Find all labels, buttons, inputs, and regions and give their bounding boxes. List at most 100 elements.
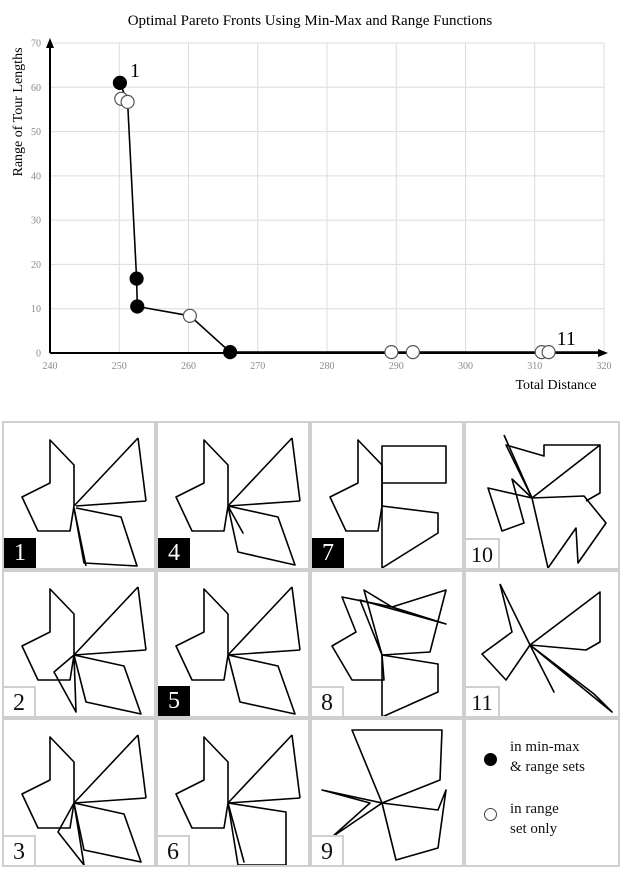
- chart-points: [112, 75, 556, 360]
- tour-route: [227, 654, 296, 715]
- tour-cell-4: 4: [156, 421, 310, 570]
- tour-route: [481, 583, 531, 681]
- tour-cell-7: 7: [310, 421, 464, 570]
- tour-route: [499, 583, 601, 651]
- tour-number-badge: 3: [4, 835, 36, 865]
- tour-route: [227, 802, 287, 865]
- tour-cell-2: 2: [2, 570, 156, 718]
- tour-number-badge: 6: [158, 835, 190, 865]
- tour-route: [227, 649, 301, 656]
- chart-gridlines: [50, 42, 605, 353]
- tour-route: [381, 654, 439, 716]
- tour-route: [381, 445, 447, 568]
- tour-route: [529, 644, 555, 693]
- x-tick-label: 290: [389, 361, 404, 372]
- tour-route: [73, 802, 142, 863]
- y-tick-label: 50: [31, 127, 41, 138]
- tour-route: [73, 507, 87, 567]
- tour-route: [137, 734, 147, 799]
- tour-route: [21, 736, 75, 829]
- tour-route: [73, 797, 147, 804]
- tour-drawing: [21, 586, 147, 715]
- tour-drawing: [175, 437, 301, 566]
- tour-drawing: [175, 734, 301, 865]
- tour-drawing: [321, 729, 447, 861]
- y-tick-label: 20: [31, 260, 41, 271]
- tour-route: [529, 644, 613, 713]
- data-point-filled: [129, 271, 144, 286]
- legend-filled-label-line1: in min-max: [510, 739, 580, 755]
- tour-route: [175, 439, 229, 532]
- tour-grid: 1 4 7 10 2 5 8 11 3 6 9 in min-max & range sets in ra…: [2, 421, 620, 867]
- x-axis-arrow: [598, 349, 608, 357]
- y-tick-label: 0: [36, 349, 41, 360]
- x-tick-label: 240: [43, 361, 58, 372]
- legend-open-marker: [484, 808, 497, 821]
- tour-route: [531, 495, 607, 568]
- tour-route: [227, 802, 245, 863]
- point-label-1: 1: [130, 60, 140, 82]
- tour-cell-3: 3: [2, 718, 156, 867]
- x-tick-label: 270: [250, 361, 265, 372]
- tour-drawing: [21, 734, 147, 865]
- data-point-open: [541, 345, 556, 360]
- tour-route: [73, 654, 142, 715]
- tour-route: [329, 439, 383, 532]
- tour-number-badge: 10: [466, 538, 500, 568]
- tour-route: [505, 444, 600, 499]
- data-point-open: [120, 94, 135, 110]
- tour-route: [73, 649, 147, 656]
- legend-filled-marker: [484, 753, 497, 766]
- x-tick-label: 260: [181, 361, 196, 372]
- data-point-open: [182, 308, 197, 323]
- tour-cell-11: 11: [464, 570, 620, 718]
- y-tick-label: 60: [31, 83, 41, 94]
- point-label-11: 11: [557, 328, 576, 350]
- y-tick-label: 70: [31, 39, 41, 50]
- tour-route: [227, 505, 296, 566]
- tour-route: [137, 586, 147, 651]
- data-point-open: [384, 345, 399, 360]
- tour-route: [137, 437, 147, 502]
- tour-route: [57, 802, 85, 865]
- legend: in min-max & range sets in range set only: [464, 718, 620, 867]
- tour-route: [73, 734, 139, 804]
- x-tick-label: 320: [597, 361, 612, 372]
- x-tick-label: 250: [112, 361, 127, 372]
- data-point-filled: [112, 75, 128, 91]
- tour-drawing: [481, 583, 613, 713]
- legend-open-label-line2: set only: [510, 821, 558, 837]
- tour-cell-9: 9: [310, 718, 464, 867]
- tour-cell-6: 6: [156, 718, 310, 867]
- tour-route: [73, 507, 138, 567]
- data-point-filled: [130, 299, 145, 314]
- tour-number-badge: 8: [312, 686, 344, 716]
- tour-route: [331, 589, 447, 681]
- y-tick-label: 10: [31, 304, 41, 315]
- chart-title: Optimal Pareto Fronts Using Min-Max and …: [128, 13, 493, 29]
- tour-route: [21, 588, 75, 681]
- tour-cell-1: 1: [2, 421, 156, 570]
- tour-number-badge: 5: [158, 686, 190, 716]
- y-tick-label: 40: [31, 171, 41, 182]
- y-axis-label: Range of Tour Lengths: [11, 47, 26, 176]
- tour-route: [73, 586, 139, 656]
- tour-route: [487, 478, 533, 532]
- tour-route: [227, 500, 301, 507]
- chart-tick-labels: 240 250 260 270 280 290 300 310 320 0 10 20 30 40 50 60…: [31, 39, 612, 373]
- pareto-chart: Optimal Pareto Fronts Using Min-Max and …: [11, 13, 612, 393]
- tour-route: [175, 588, 229, 681]
- legend-filled-label-line2: & range sets: [510, 759, 585, 775]
- tour-route: [291, 586, 301, 651]
- tour-route: [21, 439, 75, 532]
- tour-drawing: [331, 589, 447, 716]
- tour-cell-5: 5: [156, 570, 310, 718]
- tour-route: [227, 505, 244, 534]
- data-point-open: [405, 345, 420, 360]
- data-point-filled: [223, 345, 238, 360]
- tour-route: [175, 736, 229, 829]
- tour-cell-8: 8: [310, 570, 464, 718]
- y-tick-label: 30: [31, 216, 41, 227]
- tour-route: [321, 789, 383, 838]
- tour-route: [227, 586, 293, 656]
